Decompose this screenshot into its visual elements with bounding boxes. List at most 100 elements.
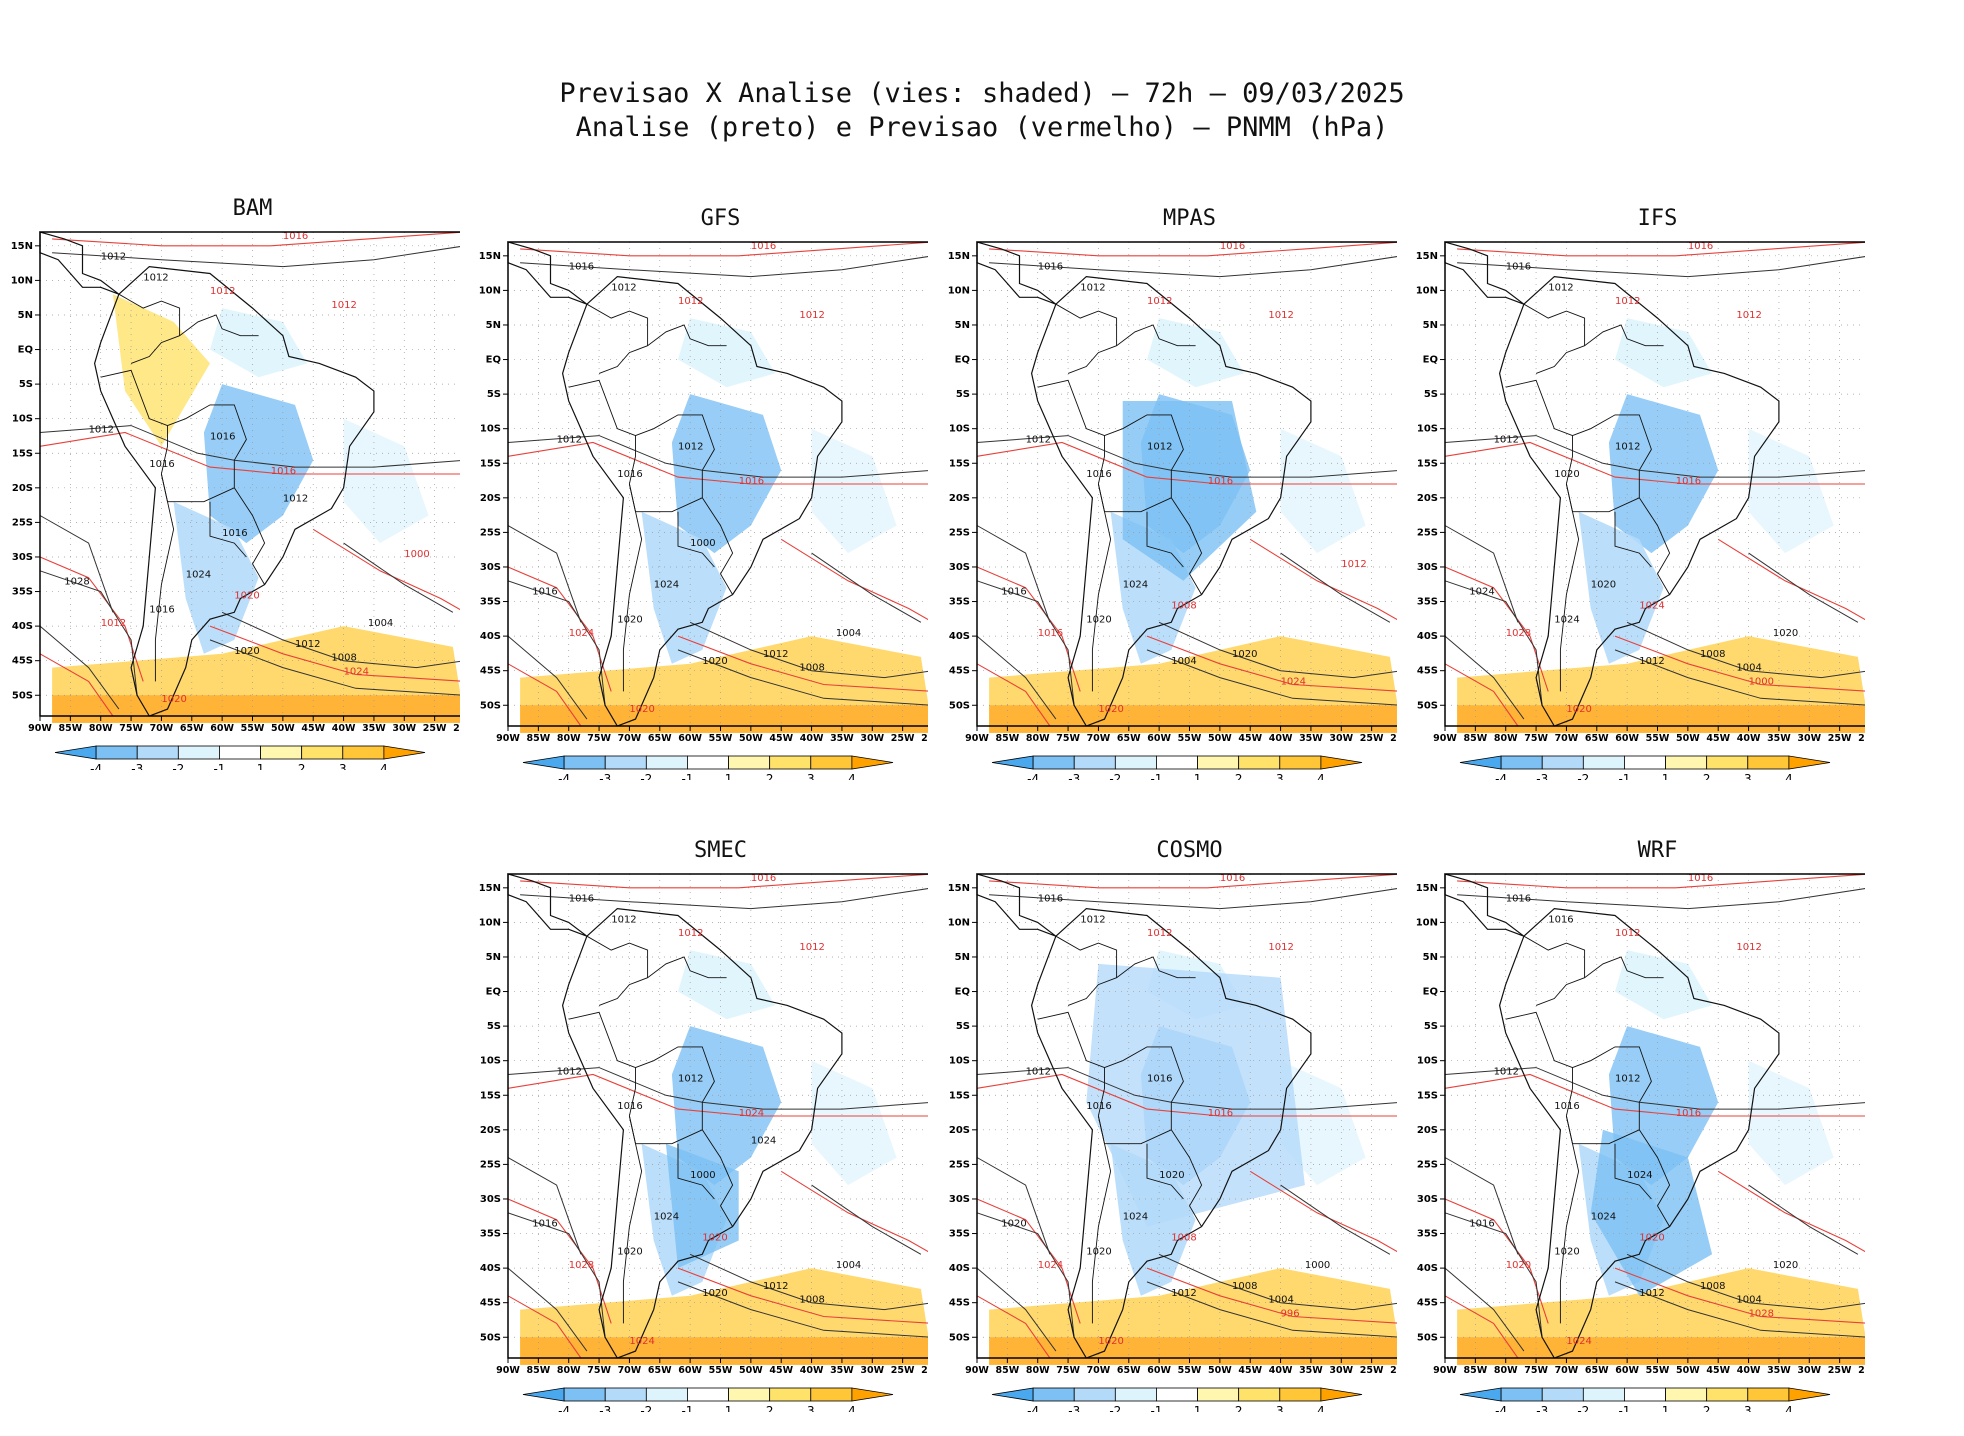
analysis-isobar-label: 1012 xyxy=(1171,1288,1196,1299)
analysis-isobar xyxy=(520,888,928,910)
forecast-isobar xyxy=(1444,1073,1865,1117)
analysis-isobar xyxy=(1146,1281,1397,1338)
colorbar-segment xyxy=(810,755,853,770)
analysis-isobar xyxy=(507,580,606,706)
forecast-isobar xyxy=(209,625,460,682)
analysis-isobar xyxy=(1614,649,1865,706)
bias-shading xyxy=(678,318,776,388)
colorbar-label: -1 xyxy=(681,1404,693,1412)
lon-tick-label: 20W xyxy=(1390,733,1397,744)
forecast-isobar xyxy=(520,241,928,257)
colorbar-segment xyxy=(645,755,688,770)
lon-tick-label: 65W xyxy=(648,1365,672,1376)
lon-tick-label: 25W xyxy=(1828,733,1852,744)
analysis-isobar-label: 1012 xyxy=(1494,435,1519,446)
lat-tick-label: 10N xyxy=(948,285,970,296)
panel-mpas: MPAS 1016 1012 1012 1016 1012 1016 1024 1020 1004… xyxy=(937,190,1397,780)
country-border xyxy=(568,1011,636,1117)
lat-tick-label: 15N xyxy=(948,883,970,894)
analysis-isobar-label: 1012 xyxy=(611,282,636,293)
lat-tick-label: 30S xyxy=(1417,562,1438,573)
forecast-isobar-label: 1016 xyxy=(1688,873,1713,884)
colorbar-segment xyxy=(301,745,344,760)
panel-ifs: IFS 1016 1012 1012 1020 1012 1024 1020 1024 1012 1… xyxy=(1405,190,1865,780)
lat-tick-label: 10S xyxy=(949,424,970,435)
lat-tick-label: 5S xyxy=(1424,389,1438,400)
colorbar-label: 4 xyxy=(848,1404,856,1412)
analysis-isobar-label: 1020 xyxy=(1001,1219,1026,1230)
lat-tick-label: 15S xyxy=(480,1090,501,1101)
bias-shading xyxy=(1122,401,1257,581)
analysis-isobar-label: 1012 xyxy=(295,639,320,650)
forecast-isobar-label: 1012 xyxy=(678,928,703,939)
colorbar-label: -4 xyxy=(1495,772,1507,780)
forecast-isobar-label: 1016 xyxy=(1688,241,1713,252)
lat-tick-label: EQ xyxy=(486,987,501,998)
forecast-isobar xyxy=(507,441,928,485)
lat-tick-label: 50S xyxy=(480,1332,501,1343)
lat-tick-label: 10N xyxy=(1416,285,1438,296)
lat-tick-label: EQ xyxy=(955,355,970,366)
colorbar-segment xyxy=(1156,755,1198,770)
country-border xyxy=(1104,1046,1203,1227)
bias-shading xyxy=(1457,705,1865,733)
lon-tick-label: 40W xyxy=(332,723,356,734)
country-border xyxy=(1091,1115,1112,1324)
country-border xyxy=(677,511,715,568)
lon-tick-label: 80W xyxy=(1494,733,1518,744)
lon-tick-label: 30W xyxy=(1329,1365,1353,1376)
analysis-isobar-label: 1020 xyxy=(1554,469,1579,480)
colorbar-segment xyxy=(1073,1387,1116,1402)
colorbar-label: -2 xyxy=(640,1404,652,1412)
analysis-isobar xyxy=(1444,1267,1525,1352)
forecast-isobar-label: 1012 xyxy=(1341,559,1366,570)
lon-tick-label: 60W xyxy=(1615,1365,1639,1376)
lat-tick-label: 35S xyxy=(480,1229,501,1240)
analysis-isobar-label: 1024 xyxy=(654,1212,679,1223)
country-border xyxy=(622,483,643,692)
colorbar-label: -2 xyxy=(1109,1404,1121,1412)
analysis-isobar-label: 1024 xyxy=(186,570,211,581)
analysis-isobar-label: 1008 xyxy=(331,653,356,664)
colorbar-label: 3 xyxy=(1744,1404,1752,1412)
lat-tick-label: 30S xyxy=(480,1194,501,1205)
forecast-isobar-label: 1020 xyxy=(1566,704,1591,715)
lon-tick-label: 20W xyxy=(1858,1365,1865,1376)
lon-tick-label: 55W xyxy=(1646,733,1670,744)
lon-tick-label: 50W xyxy=(739,1365,763,1376)
panel-title: WRF xyxy=(1638,838,1678,863)
lat-tick-label: 10N xyxy=(1416,917,1438,928)
colorbar-segment xyxy=(728,755,771,770)
analysis-isobar-label: 1020 xyxy=(702,656,727,667)
lat-tick-label: EQ xyxy=(1423,987,1438,998)
lon-tick-label: 85W xyxy=(527,1365,551,1376)
lat-tick-label: 5N xyxy=(18,310,33,321)
colorbar-label: 1 xyxy=(725,1404,733,1412)
bias-shading xyxy=(671,1026,782,1186)
analysis-isobar-label: 1016 xyxy=(1086,1101,1111,1112)
forecast-isobar-label: 1024 xyxy=(1281,677,1306,688)
forecast-isobar-label: 1016 xyxy=(751,241,776,252)
colorbar-segment xyxy=(687,1387,729,1402)
lon-tick-label: 25W xyxy=(1360,1365,1384,1376)
lat-tick-label: 25S xyxy=(12,517,33,528)
map-panel: SMEC 1016 1012 1012 1016 1012 1016 1024 1020 1020… xyxy=(479,838,928,1412)
lon-tick-label: 30W xyxy=(860,1365,884,1376)
analysis-isobar xyxy=(221,611,460,669)
lon-tick-label: 60W xyxy=(1147,733,1171,744)
bias-shading xyxy=(811,1060,897,1186)
lat-tick-label: 25S xyxy=(1417,1159,1438,1170)
analysis-isobar-label: 1012 xyxy=(1026,435,1051,446)
analysis-isobar xyxy=(989,888,1397,910)
figure-title-line-1: Previsao X Analise (vies: shaded) – 72h … xyxy=(559,78,1405,109)
analysis-isobar-label: 1020 xyxy=(1773,1260,1798,1271)
analysis-isobar xyxy=(52,246,460,268)
forecast-isobar-label: 1024 xyxy=(1566,1336,1591,1347)
analysis-isobar xyxy=(39,515,114,613)
bias-shading xyxy=(1457,1337,1865,1365)
lon-tick-label: 40W xyxy=(1269,1365,1293,1376)
analysis-isobar-label: 1016 xyxy=(1038,894,1063,905)
forecast-isobar xyxy=(1457,241,1865,257)
forecast-isobar-label: 1012 xyxy=(1147,296,1172,307)
lon-tick-label: 75W xyxy=(587,733,611,744)
